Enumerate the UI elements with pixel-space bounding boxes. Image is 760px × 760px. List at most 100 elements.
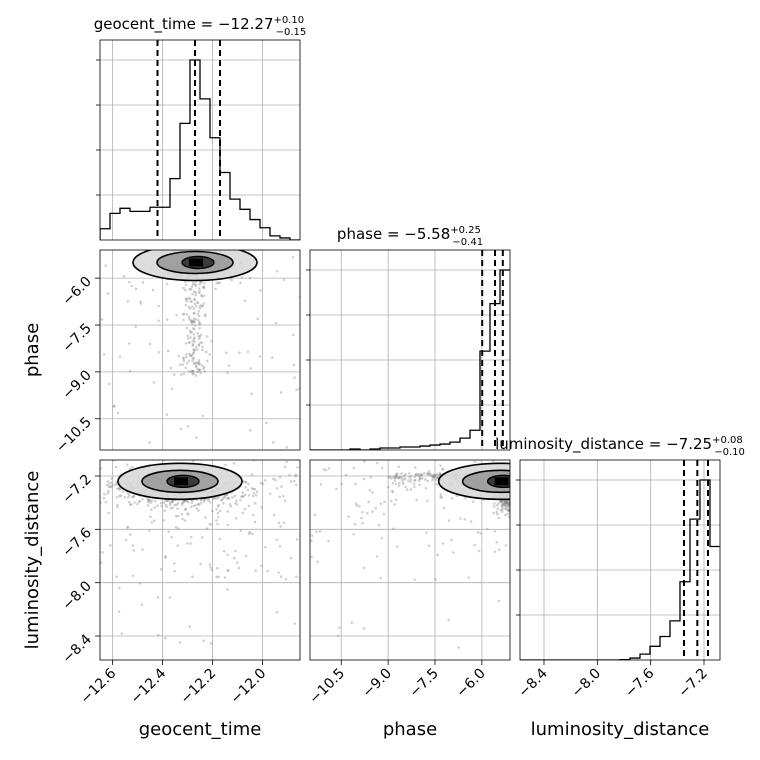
sample-point [141,281,145,284]
sample-point [507,503,510,507]
sample-point [296,465,299,469]
sample-point [165,282,169,286]
sample-point [277,571,280,574]
sample-point [371,491,374,494]
sample-point [184,342,188,345]
sample-point [497,599,501,603]
sample-point [426,499,429,503]
sample-point [427,472,430,475]
sample-point [189,354,193,357]
sample-point [226,510,230,513]
sample-point [237,566,241,570]
sample-point [413,479,416,482]
sample-point [395,474,398,477]
sample-point [295,575,298,578]
sample-point [413,466,417,469]
sample-point [165,413,169,416]
sample-point [117,486,121,490]
sample-point [196,348,199,351]
sample-point [429,472,432,476]
sample-point [479,532,483,535]
sample-point [252,513,255,517]
sample-point [416,473,420,476]
sample-point [252,487,255,491]
sample-point [211,497,215,501]
sample-point [310,534,314,537]
sample-point [319,483,323,486]
ytick-label-phase-0: −6.0 [59,274,94,309]
sample-point [184,283,188,287]
sample-point [227,568,230,572]
sample-point [189,287,193,291]
density-peak [494,477,509,486]
sample-point [259,481,263,485]
sample-point [223,494,227,497]
sample-point [216,505,220,508]
sample-point [130,284,134,288]
sample-point [100,318,104,321]
sample-point [191,342,195,346]
sample-point [392,527,395,531]
sample-point [369,475,373,479]
sample-point [218,509,222,513]
sample-point [252,491,256,495]
hist-panel-phase [306,249,511,451]
sample-point [198,282,202,286]
sample-point [106,480,109,483]
sample-point [167,530,170,533]
sample-point [493,529,497,533]
sample-point [409,480,413,484]
sample-point [382,512,386,516]
sample-point [191,372,195,376]
sample-point [130,465,134,469]
sample-point [156,596,160,599]
sample-point [192,290,196,294]
sample-point [151,288,155,292]
sample-point [131,574,135,578]
sample-point [194,503,198,507]
sample-point [187,359,191,363]
sample-point [338,626,341,630]
sample-point [186,542,189,545]
sample-point [126,526,129,530]
sample-point [126,496,130,499]
sample-point [226,588,229,591]
sample-point [248,428,252,432]
sample-point [119,488,122,491]
sample-point [186,500,190,504]
sample-point [198,335,202,339]
sample-point [389,499,393,503]
sample-point [184,303,188,307]
sample-point [352,532,355,536]
xlabel-phase: phase [383,719,437,740]
sample-point [163,509,166,513]
sample-point [251,532,254,536]
sample-point [202,285,205,289]
sample-point [146,504,150,507]
sample-point [183,519,187,522]
sample-point [192,281,195,285]
sample-point [234,501,237,505]
sample-point [260,564,263,568]
sample-point [159,568,163,571]
sample-point [105,483,109,487]
sample-point [127,342,131,345]
sample-point [256,317,260,321]
sample-point [192,319,195,323]
sample-point [409,478,413,481]
sample-point [360,516,363,520]
sample-point [163,556,167,559]
sample-point [505,500,508,503]
sample-point [180,501,184,505]
sample-point [189,331,193,334]
sample-point [354,502,358,506]
sample-point [157,350,161,354]
sample-point [156,504,159,507]
sample-point [292,479,296,483]
sample-point [283,499,287,503]
sample-point [383,500,386,504]
sample-point [215,497,219,500]
sample-point [450,538,453,542]
sample-point [191,359,194,363]
sample-point [200,348,204,352]
